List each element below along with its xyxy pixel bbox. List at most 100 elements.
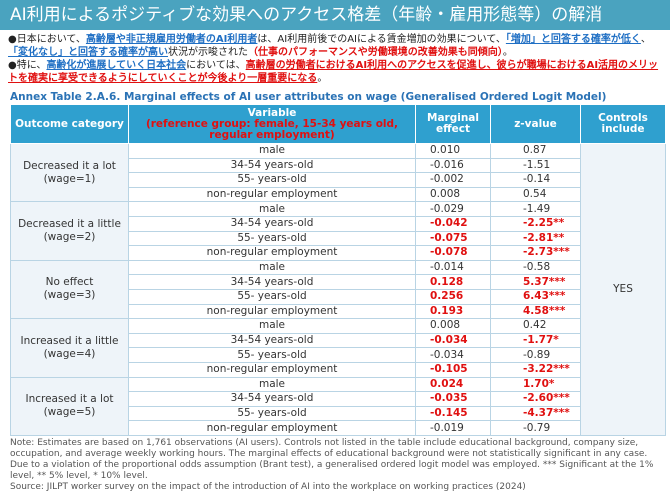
bullet-text: ●特に、	[8, 60, 47, 71]
variable-cell: male	[128, 259, 416, 276]
table-row: 55- years-old -0.145 -4.37***	[11, 405, 666, 422]
outcome-cell: Increased it a little (wage=4)	[10, 318, 129, 378]
variable-cell: non-regular employment	[128, 186, 416, 203]
z-cell: -0.14	[490, 172, 581, 188]
bullet-text: ●日本において、	[8, 34, 86, 45]
header-cell: Variable (reference group: female, 15-34 …	[128, 104, 416, 144]
z-cell: 0.54	[490, 186, 581, 203]
bullet-text: 。	[502, 47, 513, 58]
bullet: ●特に、高齢化が進展していく日本社会においては、高齢層の労働者におけるAI利用へ…	[8, 59, 662, 85]
table-body: Decreased it a lot (wage=1) male 0.010 0.87 Y…	[10, 142, 666, 436]
table-row: 34-54 years-old 0.128 5.37***	[11, 274, 666, 290]
effect-cell: -0.034	[415, 347, 491, 363]
variable-cell: male	[128, 318, 416, 334]
z-cell: -2.25**	[490, 215, 581, 232]
outcome-label: Increased it a little	[20, 334, 119, 347]
effect-cell: -0.029	[415, 201, 491, 217]
bullet-text: 「増加」と回答する確率が低く	[505, 34, 641, 45]
table-row: non-regular employment -0.105 -3.22***	[11, 361, 666, 378]
variable-cell: 55- years-old	[128, 347, 416, 363]
bullet-text: 「変化なし」と回答する確率が高い	[8, 47, 168, 58]
table-row: non-regular employment -0.019 -0.79	[11, 420, 666, 436]
effect-cell: -0.145	[415, 405, 491, 422]
outcome-label: Increased it a lot	[25, 393, 114, 406]
table-row: No effect (wage=3) male -0.014 -0.58	[10, 259, 666, 320]
effect-cell: -0.078	[415, 245, 491, 261]
outcome-cell: Decreased it a little (wage=2)	[10, 201, 129, 261]
variable-cell: non-regular employment	[128, 420, 416, 436]
outcome-wage: (wage=2)	[43, 231, 96, 244]
bullet-text: 高齢化が進展していく日本社会	[46, 60, 187, 71]
effect-cell: -0.014	[415, 259, 491, 276]
effect-cell: -0.042	[415, 215, 491, 232]
table-row: 34-54 years-old -0.042 -2.25**	[11, 215, 666, 232]
effect-cell: 0.024	[415, 376, 491, 393]
header-cell: Outcome category	[10, 104, 129, 144]
bullets: ●日本において、高齢層や非正規雇用労働者のAI利用者は、AI利用前後でのAIによ…	[0, 30, 670, 90]
outcome-wage: (wage=4)	[43, 347, 96, 360]
effect-cell: -0.016	[415, 157, 491, 174]
table-row: Decreased it a lot (wage=1) male 0.010 0.87 Y…	[10, 142, 666, 436]
variable-cell: non-regular employment	[128, 361, 416, 378]
table-row: Decreased it a little (wage=2) male -0.029-…	[10, 201, 666, 261]
variable-cell: 55- years-old	[128, 172, 416, 188]
z-cell: 6.43***	[490, 288, 581, 305]
outcome-wage: (wage=1)	[43, 172, 96, 185]
source: Source: JILPT worker survey on the impac…	[10, 481, 526, 492]
header-text: Variable	[247, 106, 297, 119]
z-cell: -0.79	[490, 420, 581, 436]
controls-cell: YES	[580, 143, 666, 436]
title-bar: AI利用によるポジティブな効果へのアクセス格差（年齢・雇用形態等）の解消	[0, 0, 670, 30]
variable-cell: non-regular employment	[128, 303, 416, 320]
header-cell: Controls include	[580, 104, 666, 144]
effect-cell: -0.035	[415, 391, 491, 407]
z-cell: 0.87	[490, 143, 581, 159]
bullet: ●日本において、高齢層や非正規雇用労働者のAI利用者は、AI利用前後でのAIによ…	[8, 33, 662, 59]
effect-cell: -0.105	[415, 361, 491, 378]
results-table: Outcome category Variable (reference grou…	[10, 104, 666, 436]
variable-cell: 34-54 years-old	[128, 157, 416, 174]
variable-cell: male	[128, 143, 416, 159]
variable-cell: male	[128, 376, 416, 393]
z-cell: 4.58***	[490, 303, 581, 320]
effect-cell: 0.010	[415, 143, 491, 159]
outcome-cell: Decreased it a lot (wage=1)	[10, 142, 129, 203]
outcome-label: Decreased it a lot	[23, 159, 116, 172]
variable-cell: 34-54 years-old	[128, 274, 416, 290]
table-row: non-regular employment 0.008 0.54	[11, 186, 666, 203]
effect-cell: 0.008	[415, 186, 491, 203]
bullet-text: （仕事のパフォーマンスや労働環境の改善効果も同傾向）	[248, 47, 503, 58]
variable-cell: 34-54 years-old	[128, 391, 416, 407]
bullet-text: 高齢層の労働者におけるAI利用へのアクセスを促進し、彼らが職場におけるAI活用の…	[8, 60, 659, 84]
z-cell: -0.89	[490, 347, 581, 363]
bullet-text: 、	[640, 34, 651, 45]
z-cell: -1.77*	[490, 332, 581, 349]
z-cell: -1.49	[490, 201, 581, 217]
z-cell: -2.60***	[490, 391, 581, 407]
effect-cell: 0.256	[415, 288, 491, 305]
z-cell: 0.42	[490, 318, 581, 334]
effect-cell: 0.008	[415, 318, 491, 334]
effect-cell: -0.075	[415, 230, 491, 247]
variable-cell: non-regular employment	[128, 245, 416, 261]
variable-cell: 55- years-old	[128, 230, 416, 247]
bullet-text: 状況が示唆された	[168, 47, 248, 58]
outcome-wage: (wage=5)	[43, 406, 96, 419]
z-cell: -1.51	[490, 157, 581, 174]
z-cell: 5.37***	[490, 274, 581, 290]
table-row: Increased it a little (wage=4) male 0.008 0.…	[10, 318, 666, 378]
effect-cell: -0.002	[415, 172, 491, 188]
outcome-cell: Increased it a lot (wage=5)	[10, 376, 129, 436]
variable-cell: 55- years-old	[128, 288, 416, 305]
table-row: 55- years-old -0.002 -0.14	[11, 172, 666, 188]
variable-cell: male	[128, 201, 416, 217]
header-cell: Marginal effect	[415, 104, 491, 144]
effect-cell: -0.034	[415, 332, 491, 349]
variable-cell: 34-54 years-old	[128, 215, 416, 232]
table-row: non-regular employment -0.078 -2.73***	[11, 245, 666, 261]
table-caption: Annex Table 2.A.6. Marginal effects of A…	[10, 91, 607, 103]
footnote: Note: Estimates are based on 1,761 obser…	[0, 436, 670, 493]
variable-cell: 55- years-old	[128, 405, 416, 422]
bullet-text: は、AI利用前後でのAIによる賃金増加の効果について、	[257, 34, 506, 45]
